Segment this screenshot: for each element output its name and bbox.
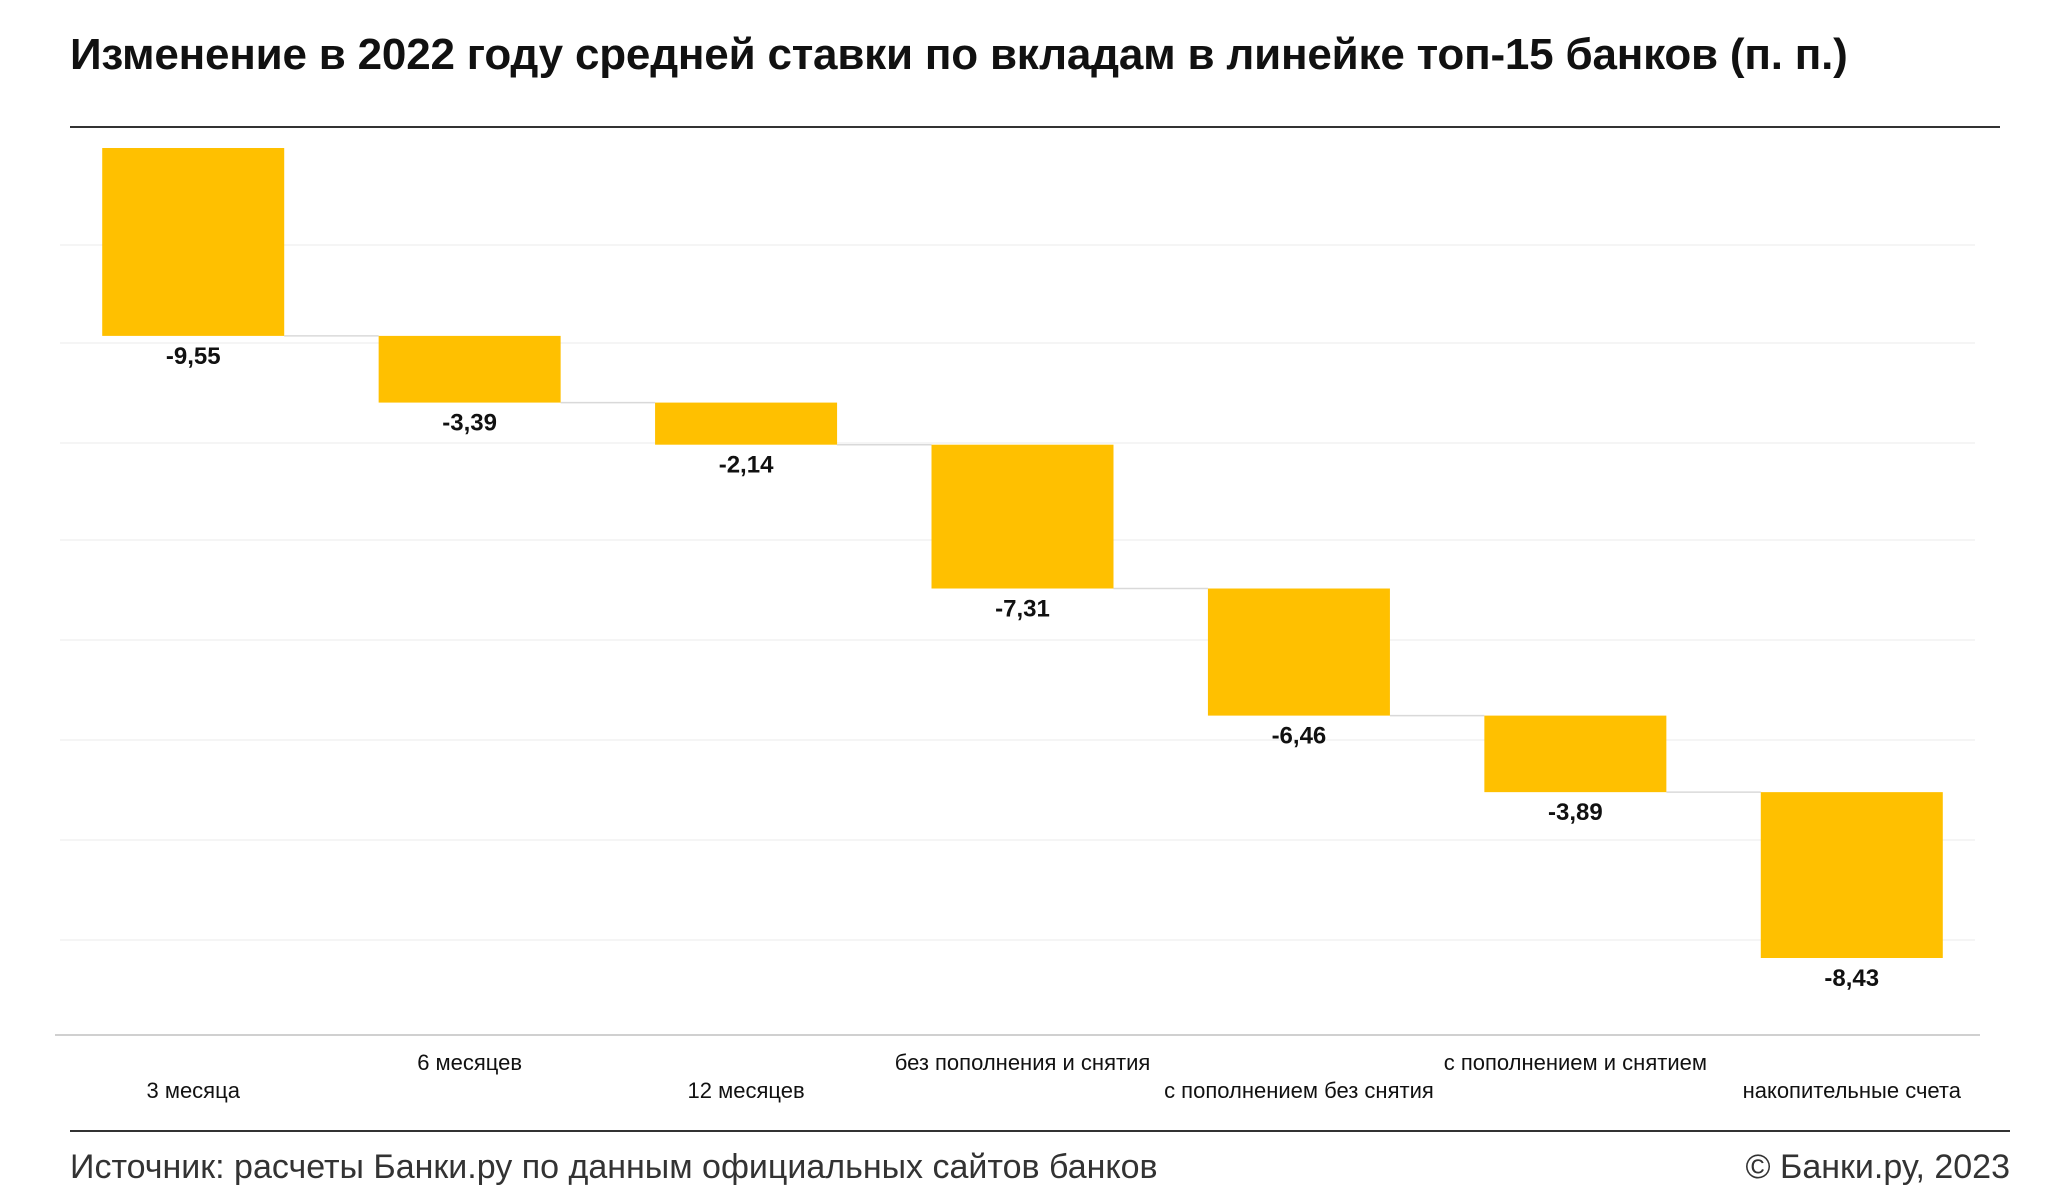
category-labels: 3 месяца 6 месяцев 12 месяцев без пополнени… xyxy=(146,1050,1961,1103)
data-label: -8,43 xyxy=(1824,965,1879,992)
copyright: © Банки.ру, 2023 xyxy=(1745,1148,2010,1186)
bar xyxy=(1760,792,1943,958)
category-label: с пополнением без снятия xyxy=(1164,1078,1434,1103)
category-label: с пополнением и снятием xyxy=(1444,1050,1707,1075)
bar xyxy=(655,402,838,445)
category-label: 12 месяцев xyxy=(688,1078,805,1103)
bar xyxy=(931,444,1114,589)
footer-divider xyxy=(70,1130,2010,1132)
data-label: -3,39 xyxy=(442,410,497,437)
value-labels: -9,55 -3,39 -2,14 -7,31 -6,46 -3,89 -8,43 xyxy=(166,343,1879,992)
bar xyxy=(102,148,285,336)
category-label: 6 месяцев xyxy=(417,1050,522,1075)
bar xyxy=(1484,715,1667,793)
data-label: -6,46 xyxy=(1272,723,1327,750)
data-label: -3,89 xyxy=(1548,799,1603,826)
bar-connectors xyxy=(284,335,1761,793)
grid-lines xyxy=(60,244,1975,941)
bars xyxy=(102,148,1943,958)
data-label: -2,14 xyxy=(719,452,774,479)
category-label: без пополнения и снятия xyxy=(895,1050,1151,1075)
source-note: Источник: расчеты Банки.ру по данным офи… xyxy=(70,1148,1158,1186)
chart-title: Изменение в 2022 году средней ставки по … xyxy=(70,30,1848,79)
category-label: 3 месяца xyxy=(146,1078,240,1103)
data-label: -7,31 xyxy=(995,596,1050,623)
bar xyxy=(378,335,561,403)
category-label: накопительные счета xyxy=(1743,1078,1962,1103)
title-divider xyxy=(70,126,2000,128)
bar xyxy=(1207,588,1390,716)
data-label: -9,55 xyxy=(166,343,221,370)
waterfall-chart: -9,55 -3,39 -2,14 -7,31 -6,46 -3,89 -8,43 3 ме… xyxy=(55,148,1980,1103)
